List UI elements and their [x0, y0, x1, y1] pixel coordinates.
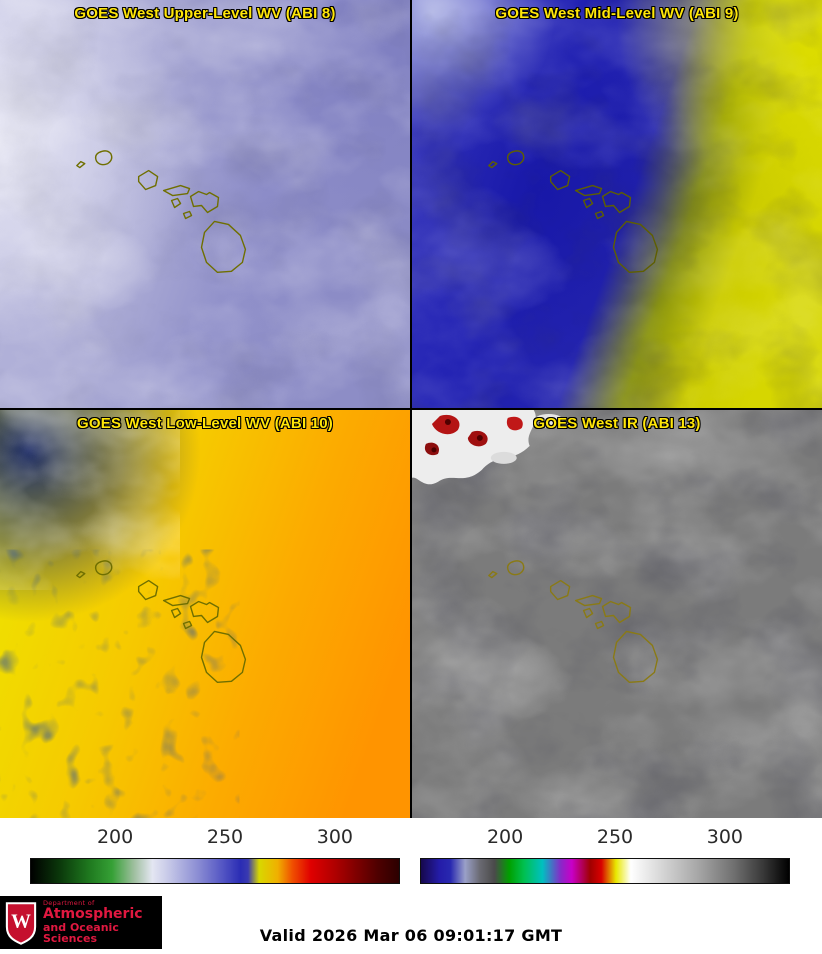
logo-text: Department of Atmospheric and Oceanic Sc…: [43, 900, 162, 945]
quadrant-grid: GOES West Upper-Level WV (ABI 8) GOES We…: [0, 0, 822, 818]
ir-tick-250: 250: [596, 826, 634, 848]
ir-colorbar: [420, 858, 790, 884]
valid-timestamp: Valid 2026 Mar 06 09:01:17 GMT: [259, 926, 563, 945]
satellite-image-upper-level-wv: [0, 0, 410, 408]
ir-colorbar-group: 200 250 300: [420, 824, 790, 888]
panel-mid-level-wv: GOES West Mid-Level WV (ABI 9): [412, 0, 822, 408]
wv-tick-200: 200: [96, 826, 134, 848]
ir-tick-300: 300: [706, 826, 744, 848]
panel-low-level-wv: GOES West Low-Level WV (ABI 10): [0, 410, 410, 818]
panel-ir: GOES West IR (ABI 13): [412, 410, 822, 818]
satellite-image-low-level-wv: [0, 410, 410, 818]
wv-tick-300: 300: [316, 826, 354, 848]
logo-dept-line2: and Oceanic Sciences: [43, 920, 119, 946]
satellite-image-mid-level-wv: [412, 0, 822, 408]
logo-dept-prefix: Department of: [43, 899, 95, 908]
ir-colorbar-ticks: 200 250 300: [420, 824, 790, 854]
uw-aos-logo: W Department of Atmospheric and Oceanic …: [0, 896, 162, 949]
wv-tick-250: 250: [206, 826, 244, 848]
crest-letter: W: [11, 910, 31, 932]
wv-colorbar: [30, 858, 400, 884]
wv-colorbar-ticks: 200 250 300: [30, 824, 400, 854]
uw-crest-icon: W: [5, 901, 37, 945]
ir-tick-200: 200: [486, 826, 524, 848]
footer: 200 250 300 200 250 300 W Department of …: [0, 818, 822, 954]
satellite-image-ir: [412, 410, 822, 818]
cold-cloud-top-blobs: [412, 410, 564, 485]
logo-dept-line1: Atmospheric: [43, 906, 143, 923]
panel-upper-level-wv: GOES West Upper-Level WV (ABI 8): [0, 0, 410, 408]
wv-colorbar-group: 200 250 300: [30, 824, 400, 888]
